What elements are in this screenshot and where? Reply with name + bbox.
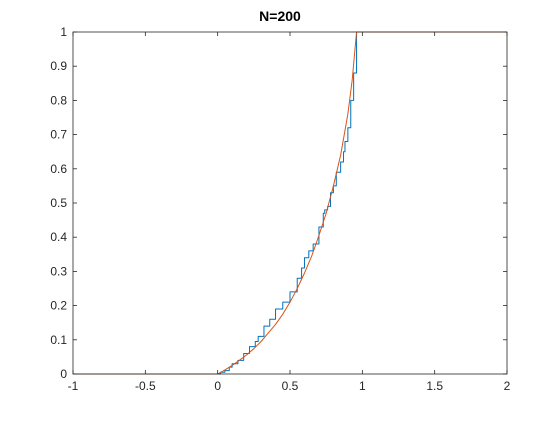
y-tick-label: 0 bbox=[60, 367, 67, 381]
ticks-layer: -1 -0.5 0 0.5 1 1.5 2 0 0.1 0.2 0.3 0.4 0.5 0.6 0.7 0.8… bbox=[50, 25, 510, 393]
y-tick-label: 0.4 bbox=[50, 230, 67, 244]
y-tick-label: 0.2 bbox=[50, 299, 67, 313]
y-tick-label: 0.3 bbox=[50, 264, 67, 278]
x-tick-label: 0.5 bbox=[282, 379, 299, 393]
y-tick-label: 0.5 bbox=[50, 196, 67, 210]
y-tick-label: 1 bbox=[60, 25, 67, 39]
x-tick-label: 2 bbox=[504, 379, 511, 393]
plot-area bbox=[73, 32, 507, 374]
x-tick-label: 1.5 bbox=[426, 379, 443, 393]
y-tick-label: 0.9 bbox=[50, 59, 67, 73]
series-line-2 bbox=[73, 31, 507, 375]
x-tick-label: 0 bbox=[214, 379, 221, 393]
series-layer bbox=[73, 31, 507, 375]
y-tick-label: 0.7 bbox=[50, 128, 67, 142]
x-tick-label: -0.5 bbox=[135, 379, 156, 393]
x-tick-label: 1 bbox=[359, 379, 366, 393]
y-tick-label: 0.1 bbox=[50, 333, 67, 347]
y-tick-label: 0.6 bbox=[50, 162, 67, 176]
chart-title: N=200 bbox=[259, 8, 301, 24]
x-tick-label: -1 bbox=[68, 379, 79, 393]
y-tick-label: 0.8 bbox=[50, 93, 67, 107]
